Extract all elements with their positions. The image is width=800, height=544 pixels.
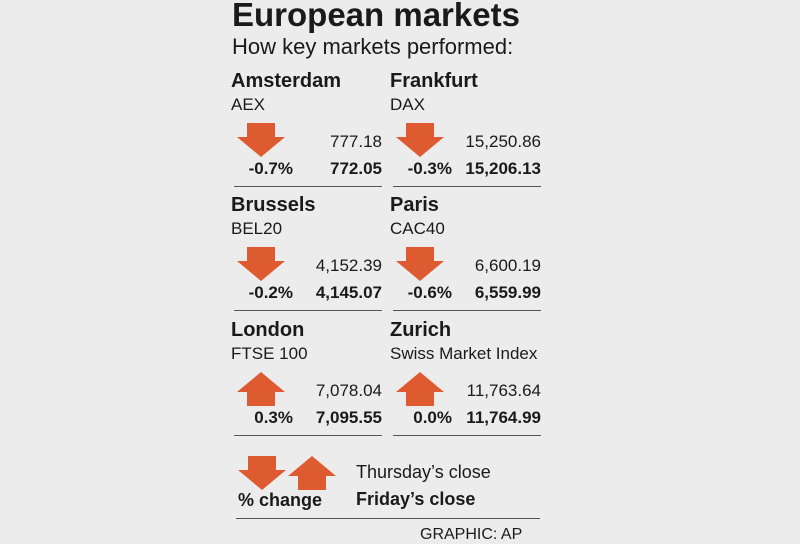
- market-city: Brussels: [231, 194, 316, 216]
- market-city: Amsterdam: [231, 70, 342, 92]
- market-rule: [234, 435, 382, 436]
- market-pct-change: 0.3%: [254, 408, 293, 427]
- graphic-credit: GRAPHIC: AP: [420, 526, 523, 543]
- market-pct-change: 0.0%: [413, 408, 452, 427]
- down-arrow-icon: [237, 123, 285, 157]
- market-thursday-close: 7,078.04: [315, 381, 382, 400]
- up-arrow-icon: [396, 372, 444, 406]
- market-pct-change: -0.2%: [248, 283, 293, 302]
- market-city: Zurich: [390, 319, 452, 341]
- chart-subtitle: How key markets performed:: [232, 34, 514, 59]
- market-city: London: [231, 319, 305, 341]
- market-friday-close: 4,145.07: [315, 283, 382, 302]
- market-rule: [234, 310, 382, 311]
- market-index: FTSE 100: [231, 344, 308, 363]
- legend-friday-label: Friday’s close: [356, 489, 476, 509]
- market-friday-close: 11,764.99: [466, 408, 541, 427]
- market-index: AEX: [231, 95, 266, 114]
- market-rule: [393, 310, 541, 311]
- down-arrow-icon: [396, 123, 444, 157]
- up-arrow-icon: [237, 372, 285, 406]
- legend-rule: [236, 518, 540, 519]
- market-thursday-close: 11,763.64: [466, 381, 541, 400]
- market-rule: [393, 186, 541, 187]
- legend-thursday-label: Thursday’s close: [356, 462, 491, 482]
- market-thursday-close: 4,152.39: [315, 256, 382, 275]
- market-index: BEL20: [231, 219, 283, 238]
- market-index: Swiss Market Index: [390, 344, 538, 363]
- market-thursday-close: 6,600.19: [474, 256, 541, 275]
- legend-pct-label: % change: [238, 490, 323, 510]
- down-arrow-icon: [396, 247, 444, 281]
- market-rule: [234, 186, 382, 187]
- market-index: DAX: [390, 95, 425, 114]
- market-friday-close: 772.05: [330, 159, 382, 178]
- down-arrow-icon: [237, 247, 285, 281]
- market-friday-close: 6,559.99: [474, 283, 541, 302]
- market-pct-change: -0.6%: [407, 283, 452, 302]
- market-index: CAC40: [390, 219, 445, 238]
- legend-down-arrow-icon: [238, 456, 286, 490]
- market-pct-change: -0.3%: [407, 159, 452, 178]
- market-city: Paris: [390, 194, 439, 216]
- chart-title: European markets: [232, 0, 520, 33]
- market-pct-change: -0.7%: [248, 159, 293, 178]
- market-rule: [393, 435, 541, 436]
- market-friday-close: 7,095.55: [315, 408, 382, 427]
- legend-up-arrow-icon: [288, 456, 336, 490]
- market-friday-close: 15,206.13: [465, 159, 541, 178]
- market-thursday-close: 15,250.86: [465, 132, 541, 151]
- market-thursday-close: 777.18: [330, 132, 382, 151]
- market-city: Frankfurt: [390, 70, 478, 92]
